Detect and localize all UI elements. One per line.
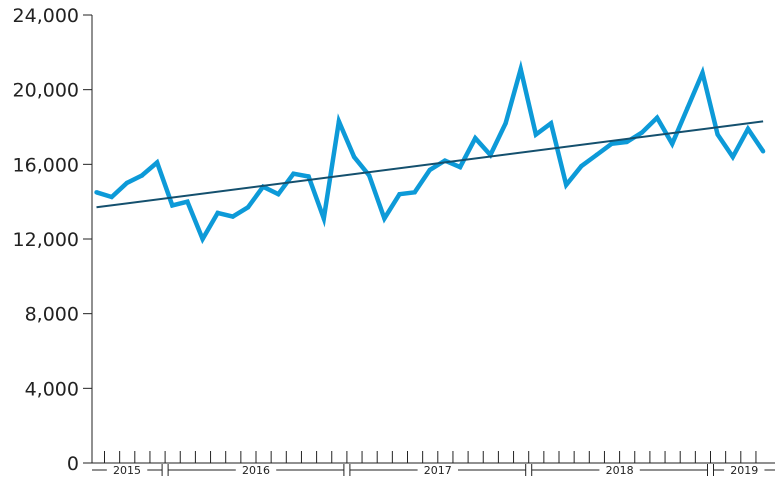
data-point (397, 192, 402, 197)
x-year-label: 2016 (242, 464, 270, 477)
data-point (94, 190, 99, 195)
series-layer (94, 60, 766, 245)
data-point (624, 139, 629, 145)
data-point (185, 199, 190, 204)
data-point (685, 106, 690, 111)
data-point (639, 130, 645, 135)
data-point (654, 115, 660, 120)
data-point (291, 171, 296, 176)
trend-line (96, 120, 764, 209)
y-tick-label: 24,000 (13, 5, 79, 27)
data-point (215, 210, 220, 216)
data-point (306, 174, 311, 179)
y-tick-label: 20,000 (13, 80, 79, 102)
data-point (382, 216, 387, 221)
series-line (95, 60, 765, 245)
data-point (276, 192, 281, 197)
x-axis: 2015 2016 2017 2018 2019 (92, 451, 775, 477)
data-point (321, 216, 326, 221)
data-point (412, 190, 417, 195)
data-point (563, 182, 569, 188)
data-point (154, 160, 160, 165)
data-point (609, 141, 614, 146)
y-tick-label: 0 (67, 453, 79, 475)
x-year-label: 2019 (730, 464, 758, 477)
data-point (548, 121, 554, 126)
data-point (336, 119, 342, 124)
data-point (473, 136, 478, 141)
y-tick-label: 16,000 (13, 154, 79, 176)
data-point (730, 154, 735, 160)
data-point (351, 154, 357, 160)
y-tick-label: 12,000 (13, 229, 79, 251)
data-point (503, 121, 508, 126)
data-point (109, 194, 114, 200)
data-point (170, 203, 175, 208)
data-point (200, 236, 205, 242)
data-point (760, 149, 766, 154)
data-point (518, 66, 523, 72)
data-point (745, 126, 751, 132)
data-point (533, 132, 539, 137)
data-point (457, 164, 463, 170)
y-tick-label: 4,000 (25, 378, 79, 400)
data-point (230, 214, 236, 219)
data-point (594, 152, 599, 158)
y-tick-label: 8,000 (25, 304, 79, 326)
data-point (124, 180, 129, 186)
data-point (245, 205, 251, 210)
x-year-label: 2017 (424, 464, 452, 477)
x-year-label: 2018 (606, 464, 634, 477)
y-axis: 0 4,000 8,000 12,000 16,000 20,000 24,000 (13, 5, 93, 475)
x-year-label: 2015 (113, 464, 141, 477)
data-point (715, 132, 720, 137)
data-point (139, 173, 145, 178)
data-point (579, 164, 584, 169)
data-point (367, 173, 372, 178)
data-point (670, 141, 675, 146)
data-point (700, 70, 705, 76)
data-point (427, 167, 432, 173)
